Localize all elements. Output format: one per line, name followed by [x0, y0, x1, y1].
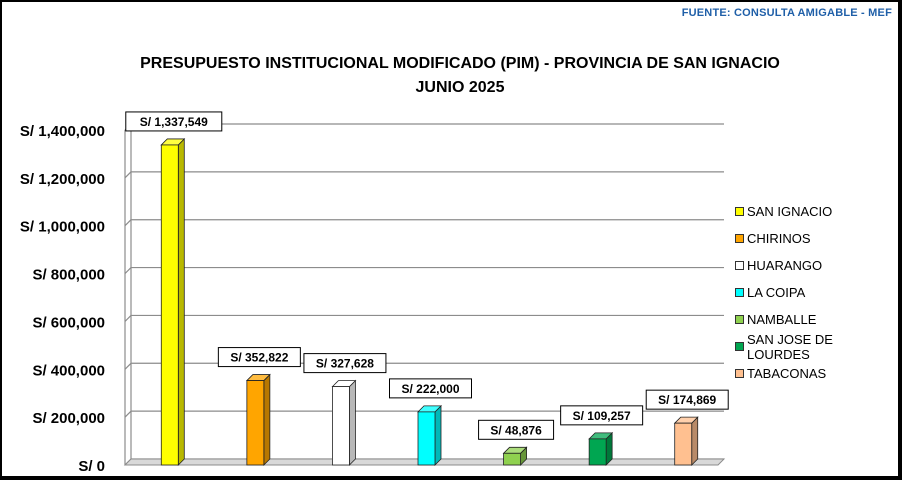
- legend-swatch: [735, 315, 744, 324]
- bar: [588, 438, 607, 466]
- y-tick-label: S/ 1,000,000: [20, 219, 105, 236]
- legend-item: SAN IGNACIO: [735, 198, 898, 225]
- legend-swatch: [735, 288, 744, 297]
- legend-swatch: [735, 342, 744, 351]
- y-tick-label: S/ 600,000: [32, 314, 105, 331]
- bar: [160, 144, 179, 466]
- bar-side: [434, 404, 442, 466]
- bar-side: [691, 416, 699, 466]
- legend-item: TABACONAS: [735, 360, 898, 387]
- data-label: S/ 327,628: [316, 357, 374, 371]
- data-label-box: [389, 378, 472, 399]
- bar: [503, 452, 521, 466]
- legend-swatch: [735, 369, 744, 378]
- legend-swatch: [735, 234, 744, 243]
- data-label-box: [478, 419, 555, 440]
- bar: [246, 380, 265, 466]
- data-label-box: [560, 405, 644, 426]
- gridline-depth: [124, 171, 132, 179]
- data-label: S/ 222,000: [401, 382, 459, 396]
- y-tick-label: S/ 1,200,000: [20, 171, 105, 188]
- bar: [674, 422, 693, 466]
- chart-subtitle: JUNIO 2025: [415, 79, 505, 96]
- data-label: S/ 352,822: [230, 351, 288, 365]
- legend-label: CHIRINOS: [747, 231, 811, 246]
- chart-legend: SAN IGNACIO CHIRINOS HUARANGO LA COIPA NAMBA…: [735, 198, 898, 387]
- data-label-box: [217, 347, 301, 368]
- bar: [417, 411, 436, 466]
- legend-label: TABACONAS: [747, 366, 827, 381]
- legend-label: LA COIPA: [747, 285, 806, 300]
- chart-title: PRESUPUESTO INSTITUCIONAL MODIFICADO (PI…: [140, 55, 780, 72]
- legend-item: LA COIPA: [735, 279, 898, 306]
- legend-label: SAN JOSE DE LOURDES: [747, 331, 833, 362]
- source-note: FUENTE: CONSULTA AMIGABLE - MEF: [681, 7, 892, 19]
- legend-item: HUARANGO: [735, 252, 898, 279]
- legend-label: HUARANGO: [747, 258, 823, 273]
- bar-side: [263, 373, 271, 466]
- data-label-box: [125, 111, 223, 132]
- y-tick-label: S/ 800,000: [32, 267, 105, 284]
- gridline-depth: [124, 267, 132, 274]
- legend-swatch: [735, 261, 744, 270]
- gridline-depth: [124, 315, 132, 322]
- bar: [332, 386, 350, 466]
- y-tick-label: S/ 1,400,000: [20, 123, 105, 140]
- y-tick-label: S/ 200,000: [32, 410, 105, 427]
- data-label-box: [303, 353, 387, 374]
- data-label: S/ 109,257: [573, 409, 631, 423]
- gridline-depth: [124, 362, 132, 370]
- bar-side: [349, 379, 356, 466]
- data-label: S/ 174,869: [658, 393, 716, 407]
- y-tick-label: S/ 400,000: [32, 362, 105, 379]
- gridline-depth: [124, 219, 132, 227]
- data-label: S/ 48,876: [490, 423, 542, 437]
- data-label: S/ 1,337,549: [140, 115, 208, 129]
- y-tick-label: S/ 0: [78, 458, 105, 475]
- legend-label: NAMBALLE: [747, 312, 817, 327]
- data-label-box: [645, 389, 729, 410]
- legend-item: CHIRINOS: [735, 225, 898, 252]
- legend-swatch: [735, 207, 744, 216]
- legend-label: SAN IGNACIO: [747, 204, 833, 219]
- legend-item: SAN JOSE DE LOURDES: [735, 331, 898, 362]
- gridline-depth: [124, 410, 132, 418]
- legend-item: NAMBALLE: [735, 306, 898, 333]
- bar-side: [177, 137, 185, 466]
